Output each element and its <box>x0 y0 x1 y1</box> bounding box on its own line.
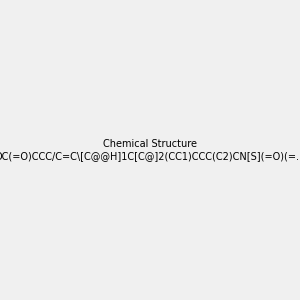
Text: Chemical Structure
OC(=O)CCC/C=C\[C@@H]1C[C@]2(CC1)CCC(C2)CN[S](=O)(=...: Chemical Structure OC(=O)CCC/C=C\[C@@H]1… <box>0 139 300 161</box>
